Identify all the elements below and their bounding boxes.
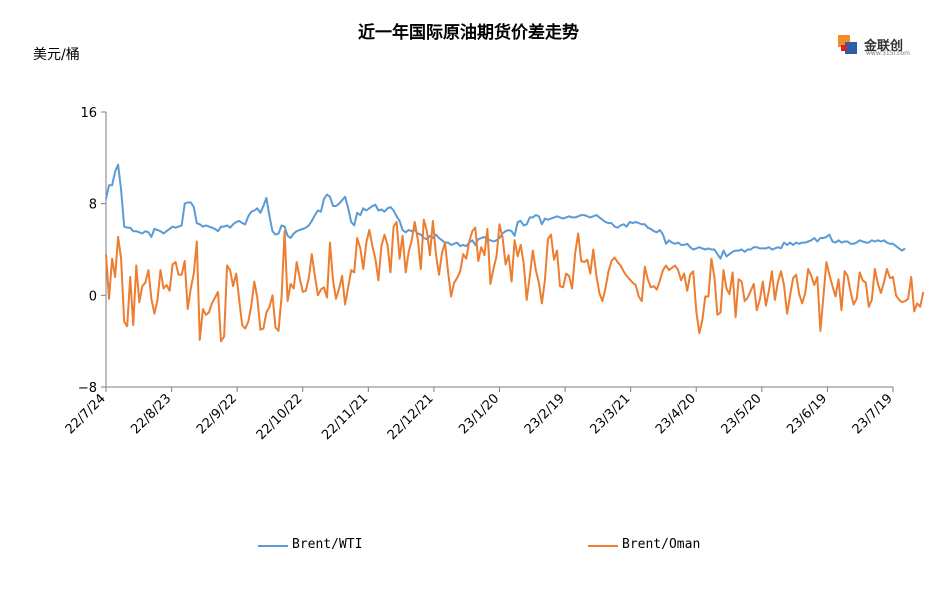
- x-tick-label: 22/11/21: [319, 391, 371, 443]
- y-tick-label: 8: [89, 198, 97, 213]
- y-tick-label: 16: [80, 106, 97, 121]
- y-tick-label: 0: [89, 289, 97, 304]
- legend-swatch-brent-oman: [588, 545, 618, 547]
- x-tick-label: 22/7/24: [63, 391, 109, 437]
- brand-logo-url: www.315i.com: [866, 50, 910, 57]
- legend-swatch-brent-wti: [258, 545, 288, 547]
- x-tick-label: 23/7/19: [850, 391, 896, 437]
- x-tick-label: 23/1/20: [456, 391, 502, 437]
- y-axis-unit-label: 美元/桶: [33, 47, 80, 63]
- x-tick-label: 23/3/21: [587, 391, 633, 437]
- y-tick-label: −8: [78, 381, 97, 396]
- x-tick-label: 22/10/22: [254, 391, 306, 443]
- legend-label-brent-oman: Brent/Oman: [622, 537, 701, 552]
- x-tick-label: 23/2/19: [522, 391, 568, 437]
- x-tick-label: 22/8/23: [128, 391, 174, 437]
- brand-logo-text: 金联创: [864, 39, 904, 54]
- x-tick-label: 23/4/20: [653, 391, 699, 437]
- x-tick-label: 22/9/22: [194, 391, 240, 437]
- legend-label-brent-wti: Brent/WTI: [292, 537, 363, 552]
- brand-logo-icon: [838, 35, 857, 54]
- x-tick-label: 23/5/20: [719, 391, 765, 437]
- x-tick-label: 22/12/21: [385, 391, 437, 443]
- chart-title: 近一年国际原油期货价差走势: [358, 23, 579, 43]
- x-tick-label: 23/6/19: [784, 391, 830, 437]
- series-line-brent-oman: [105, 218, 925, 343]
- series-line-brent-wti: [105, 163, 906, 260]
- brand-logo: 金联创 www.315i.com: [836, 32, 916, 58]
